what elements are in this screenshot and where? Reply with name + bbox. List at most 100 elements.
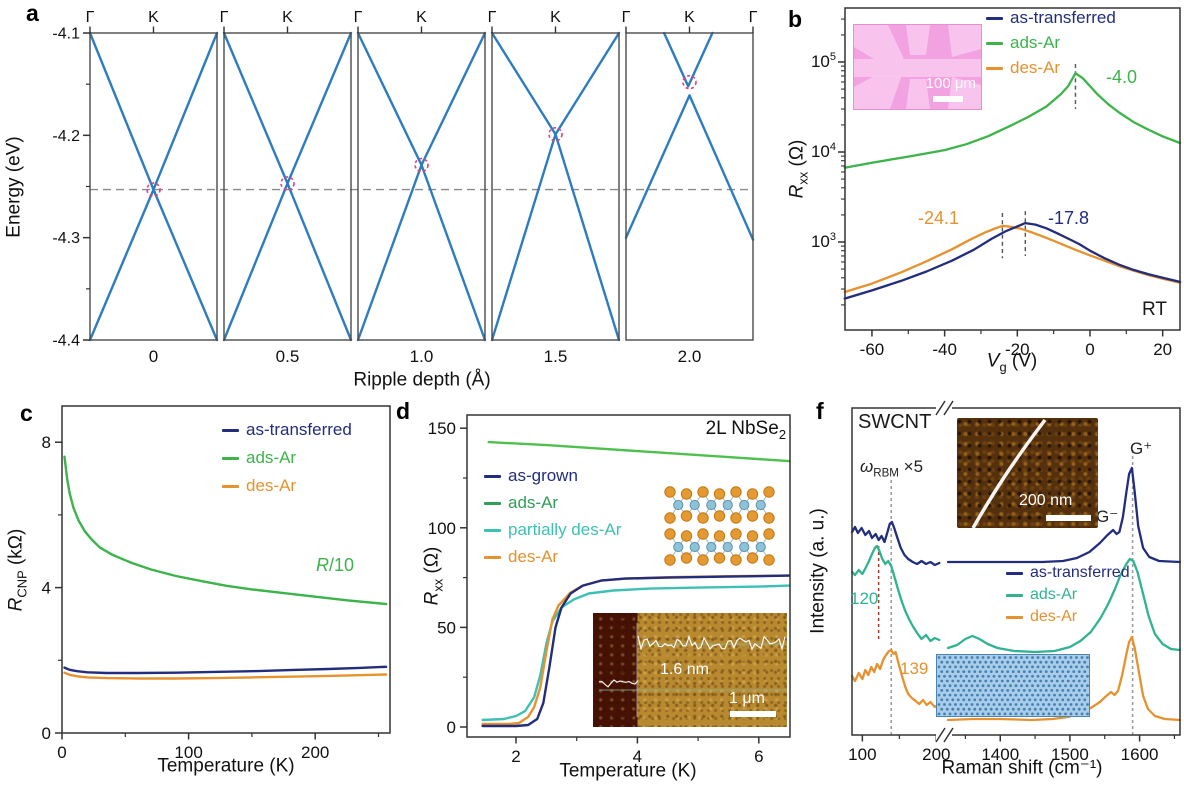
g-minus-label: G⁻ bbox=[1096, 507, 1119, 526]
svg-text:4: 4 bbox=[42, 579, 51, 598]
panel-label-f: f bbox=[816, 398, 824, 424]
svg-text:-20: -20 bbox=[1005, 340, 1030, 359]
temperature-note: RT bbox=[1142, 299, 1167, 320]
d-title: 2L NbSe2 bbox=[705, 418, 786, 442]
svg-text:2.0: 2.0 bbox=[678, 347, 702, 366]
legend-label: des-Ar bbox=[246, 476, 297, 495]
legend-label: ads-Ar bbox=[1010, 33, 1061, 52]
legend-swatch bbox=[484, 528, 501, 532]
scale-label: 200 nm bbox=[1019, 492, 1073, 509]
svg-text:0: 0 bbox=[149, 347, 158, 366]
svg-text:K: K bbox=[148, 9, 159, 26]
panel-label-a: a bbox=[26, 0, 39, 26]
afm-texture bbox=[593, 613, 787, 727]
scale-bar bbox=[1046, 515, 1091, 521]
legend-label: ads-Ar bbox=[508, 493, 559, 512]
svg-text:-4.4: -4.4 bbox=[52, 333, 80, 350]
legend-item: as-transferred bbox=[986, 8, 1116, 28]
legend-swatch bbox=[1006, 615, 1023, 619]
svg-text:K: K bbox=[684, 9, 695, 26]
scale-bar bbox=[730, 711, 776, 717]
height-label: 1.6 nm bbox=[660, 661, 709, 678]
legend-item: des-Ar bbox=[1006, 608, 1130, 626]
legend-f: as-transferred ads-Ar des-Ar bbox=[1006, 564, 1130, 630]
legend-c: as-transferred ads-Ar des-Ar bbox=[222, 420, 352, 504]
svg-text:-4.2: -4.2 bbox=[52, 128, 80, 145]
legend-swatch bbox=[222, 456, 239, 460]
afm-texture bbox=[957, 418, 1098, 528]
svg-text:K: K bbox=[282, 9, 293, 26]
svg-text:104: 104 bbox=[811, 141, 836, 161]
legend-item: ads-Ar bbox=[986, 33, 1116, 53]
svg-text:1600: 1600 bbox=[1121, 745, 1159, 764]
legend-swatch bbox=[222, 428, 239, 432]
legend-item: ads-Ar bbox=[484, 493, 621, 513]
scale-note: R/10 bbox=[316, 555, 355, 575]
afm-image-inset: 1.6 nm 1 μm bbox=[593, 613, 787, 727]
legend-label: des-Ar bbox=[1010, 58, 1061, 77]
f-title: SWCNT bbox=[858, 411, 932, 433]
b-y-axis-title: Rxx (Ω) bbox=[786, 139, 811, 199]
c-x-axis-title: Temperature (K) bbox=[157, 755, 295, 777]
svg-text:-60: -60 bbox=[860, 340, 885, 359]
svg-text:105: 105 bbox=[811, 51, 836, 71]
legend-swatch bbox=[986, 66, 1003, 70]
legend-d: as-grown ads-Ar partially des-Ar des-Ar bbox=[484, 466, 621, 574]
legend-swatch bbox=[222, 484, 239, 488]
legend-item: ads-Ar bbox=[222, 448, 352, 468]
legend-label: as-transferred bbox=[246, 420, 352, 439]
crystal-structure-inset bbox=[660, 484, 778, 568]
peak-annotation-astr: -17.8 bbox=[1048, 208, 1090, 228]
panel-label-b: b bbox=[788, 6, 803, 32]
legend-label: partially des-Ar bbox=[508, 520, 622, 539]
legend-item: des-Ar bbox=[222, 476, 352, 496]
svg-text:1.5: 1.5 bbox=[544, 347, 568, 366]
svg-text:20: 20 bbox=[1153, 340, 1172, 359]
legend-swatch bbox=[1006, 571, 1023, 575]
legend-item: partially des-Ar bbox=[484, 520, 621, 540]
legend-b: as-transferred ads-Ar des-Ar bbox=[986, 8, 1116, 83]
c-y-axis-title: RCNP (kΩ) bbox=[5, 528, 30, 612]
g-plus-label: G⁺ bbox=[1130, 439, 1153, 458]
device-image bbox=[854, 25, 981, 109]
legend-label: as-grown bbox=[508, 466, 578, 485]
a-x-axis-title: Ripple depth (Å) bbox=[353, 369, 491, 391]
svg-text:1400: 1400 bbox=[981, 745, 1019, 764]
svg-text:200: 200 bbox=[301, 743, 329, 762]
panel-label-d: d bbox=[396, 398, 411, 424]
svg-text:1500: 1500 bbox=[1051, 745, 1089, 764]
svg-text:100: 100 bbox=[428, 519, 456, 538]
a-y-axis-title: Energy (eV) bbox=[3, 136, 25, 238]
svg-text:Γ: Γ bbox=[354, 9, 363, 26]
optical-micrograph-inset: 100 μm bbox=[853, 24, 982, 110]
legend-label: des-Ar bbox=[1030, 608, 1078, 625]
panel-label-c: c bbox=[20, 400, 33, 426]
rbm-label: ωRBM ×5 bbox=[860, 457, 924, 480]
svg-text:-4.3: -4.3 bbox=[52, 230, 80, 247]
d-y-axis-title: Rxx (Ω) bbox=[421, 546, 446, 606]
f-x-axis-title: Raman shift (cm⁻¹) bbox=[941, 757, 1103, 779]
svg-text:8: 8 bbox=[42, 433, 51, 452]
svg-text:Γ: Γ bbox=[488, 9, 497, 26]
svg-text:0: 0 bbox=[57, 743, 66, 762]
rbm-peak-139: 139 bbox=[900, 659, 929, 678]
svg-text:0: 0 bbox=[1085, 340, 1094, 359]
d-x-axis-title: Temperature (K) bbox=[559, 760, 697, 782]
legend-label: ads-Ar bbox=[1030, 586, 1078, 603]
svg-text:1.0: 1.0 bbox=[410, 347, 434, 366]
legend-swatch bbox=[484, 555, 501, 559]
b-x-axis-title: Vg (V) bbox=[986, 350, 1038, 375]
svg-text:0.5: 0.5 bbox=[276, 347, 300, 366]
svg-text:100: 100 bbox=[174, 743, 202, 762]
svg-text:-40: -40 bbox=[932, 340, 957, 359]
svg-text:-4.1: -4.1 bbox=[52, 26, 80, 43]
svg-text:0: 0 bbox=[42, 724, 51, 743]
scale-bar bbox=[933, 96, 963, 102]
legend-item: ads-Ar bbox=[1006, 586, 1130, 604]
svg-text:50: 50 bbox=[437, 618, 456, 637]
legend-label: as-transferred bbox=[1030, 564, 1130, 581]
svg-text:Γ: Γ bbox=[86, 9, 95, 26]
legend-swatch bbox=[986, 16, 1003, 20]
svg-text:2: 2 bbox=[511, 747, 520, 766]
